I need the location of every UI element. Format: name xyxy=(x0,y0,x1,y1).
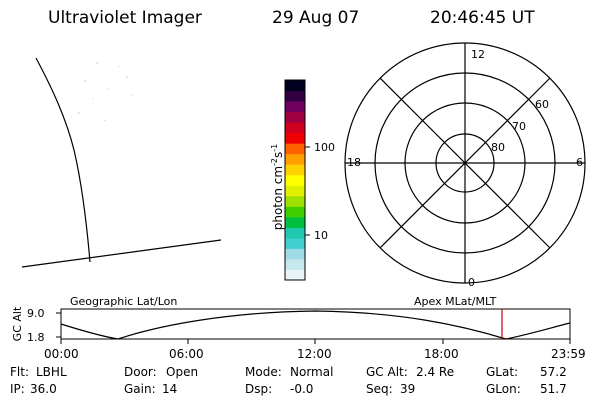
status-glat-label: GLat: xyxy=(486,365,519,379)
status-glon-value: 51.7 xyxy=(540,382,567,396)
colorbar-segment xyxy=(285,132,305,144)
geographic-meridian-line xyxy=(35,57,91,263)
x-tick-label-0600: 06:00 xyxy=(169,347,204,361)
colorbar xyxy=(285,80,305,281)
mlt-label-6: 6 xyxy=(576,156,583,169)
status-flt-label: Flt: xyxy=(10,365,29,379)
altitude-plot-frame xyxy=(60,308,571,340)
x-tick-label-1200: 12:00 xyxy=(297,347,332,361)
polar-diagonal-2 xyxy=(379,77,551,249)
colorbar-segment xyxy=(285,269,305,281)
mlt-label-0: 0 xyxy=(468,276,475,289)
apex-mlat-mlt-title: Apex MLat/MLT xyxy=(414,295,497,308)
status-gain-value: 14 xyxy=(162,382,178,396)
units-photon-cm: photon cm xyxy=(271,165,285,231)
x-tick-label-1800: 18:00 xyxy=(424,347,459,361)
uv-image-speckles xyxy=(78,62,133,121)
colorbar-segment xyxy=(285,227,305,239)
colorbar-segment xyxy=(285,237,305,249)
geographic-latlon-title: Geographic Lat/Lon xyxy=(70,295,178,308)
status-door-label: Door: xyxy=(124,365,157,379)
gc-alt-axis-label: GC Alt xyxy=(11,306,24,342)
colorbar-frame xyxy=(284,79,306,281)
lat-label-70: 70 xyxy=(512,120,526,133)
colorbar-segment xyxy=(285,101,305,113)
status-dsp-label: Dsp: xyxy=(245,382,273,396)
status-seq-label: Seq: xyxy=(366,382,393,396)
time-label: 20:46:45 UT xyxy=(430,8,535,28)
status-gcalt-label: GC Alt: xyxy=(366,365,408,379)
status-glat-value: 57.2 xyxy=(540,365,567,379)
colorbar-segment xyxy=(285,164,305,176)
colorbar-segment xyxy=(285,206,305,218)
x-tick-label-2359: 23:59 xyxy=(551,347,586,361)
colorbar-segment xyxy=(285,185,305,197)
status-gain-label: Gain: xyxy=(124,382,156,396)
status-mode-label: Mode: xyxy=(245,365,282,379)
status-seq-value: 39 xyxy=(400,382,416,396)
status-door-value: Open xyxy=(166,365,199,379)
orbit-altitude-curve xyxy=(60,310,571,340)
colorbar-tick-label-100: 100 xyxy=(314,141,335,154)
colorbar-segment xyxy=(285,248,305,260)
polar-plot xyxy=(344,42,586,284)
colorbar-segment xyxy=(285,143,305,155)
colorbar-segment xyxy=(285,80,305,92)
lat-label-60: 60 xyxy=(535,98,549,111)
colorbar-segment xyxy=(285,153,305,165)
y-tick-label-9: 9.0 xyxy=(27,307,45,320)
status-flt-value: LBHL xyxy=(36,365,67,379)
colorbar-segment xyxy=(285,258,305,270)
status-ip-value: 36.0 xyxy=(30,382,57,396)
status-mode-value: Normal xyxy=(290,365,334,379)
mlt-label-18: 18 xyxy=(347,156,361,169)
colorbar-segment xyxy=(285,122,305,134)
y-tick-label-1-8: 1.8 xyxy=(27,331,45,344)
geographic-latitude-line xyxy=(21,239,222,268)
colorbar-tick-label-10: 10 xyxy=(314,229,328,242)
date-label: 29 Aug 07 xyxy=(272,8,360,28)
status-gcalt-value: 2.4 Re xyxy=(416,365,455,379)
x-tick-label-0000: 00:00 xyxy=(44,347,79,361)
x-ticks xyxy=(60,339,571,344)
status-ip-label: IP: xyxy=(10,382,25,396)
instrument-title: Ultraviolet Imager xyxy=(48,8,202,28)
colorbar-segment xyxy=(285,216,305,228)
colorbar-segment xyxy=(285,90,305,102)
colorbar-units-label: photon cm-2s-1 xyxy=(270,107,286,267)
mlt-label-12: 12 xyxy=(471,48,485,61)
units-exp-s: -1 xyxy=(270,143,279,152)
lat-label-80: 80 xyxy=(491,141,505,154)
units-s: s xyxy=(271,151,285,158)
colorbar-segment xyxy=(285,111,305,123)
status-glon-label: GLon: xyxy=(486,382,521,396)
colorbar-segment xyxy=(285,174,305,186)
units-exp-cm: -2 xyxy=(270,157,279,166)
colorbar-segment xyxy=(285,195,305,207)
status-dsp-value: -0.0 xyxy=(290,382,314,396)
